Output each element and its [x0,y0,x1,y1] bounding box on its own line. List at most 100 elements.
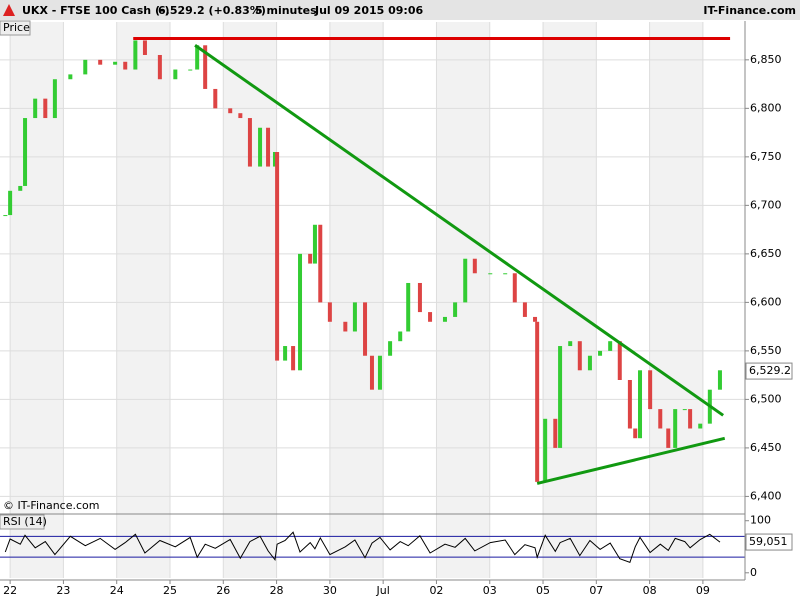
candle [553,418,558,448]
x-tick-label: 26 [216,584,230,597]
rsi-label-box [0,514,45,530]
candle [312,224,317,264]
copyright: © IT-Finance.com [3,499,100,512]
candle [598,350,603,356]
x-tick-label: 24 [110,584,124,597]
candle [533,316,538,322]
day-stripe [329,22,384,578]
candle [291,346,296,371]
candle [8,190,13,216]
candle [213,88,218,109]
x-tick-label: 07 [589,584,603,597]
panel-label-box [0,20,31,36]
rsi-tick-label: 0 [750,566,757,579]
y-tick-label: 6,550 [750,344,782,357]
x-tick-label: 23 [56,584,70,597]
y-tick-label: 6,400 [750,489,782,502]
candle [587,355,592,371]
candle [633,428,638,439]
candle [228,108,233,114]
candle [272,152,277,167]
candle [18,185,23,191]
candle [369,355,374,390]
trendline [536,436,726,485]
y-tick-label: 6,800 [750,101,782,114]
candle [638,370,643,439]
candle [453,302,458,317]
candle [666,428,671,448]
candle [543,418,548,482]
candle [113,61,118,65]
last-price-label: 6,529.2 [749,364,791,377]
candle [173,69,178,80]
day-stripe [649,22,703,578]
candle [608,341,613,351]
candle [558,346,563,448]
day-stripe [223,22,277,578]
candle [577,341,582,371]
candle [68,74,73,80]
candle [398,331,403,342]
rsi-line [4,531,721,564]
candle [23,118,28,186]
candle [472,258,477,274]
candle [617,341,622,380]
candle [195,45,200,70]
site: IT-Finance.com [703,4,796,17]
candle [363,302,368,356]
candle [352,302,357,332]
candle [83,59,88,75]
candle [123,61,128,70]
candle [406,282,411,332]
x-tick-label: 25 [163,584,177,597]
candle [488,273,493,275]
candle [298,253,303,371]
candle [157,54,162,80]
x-tick-label: 28 [270,584,284,597]
y-tick-label: 6,850 [750,53,782,66]
candle [568,341,573,347]
y-tick-label: 6,750 [750,150,782,163]
candle [258,127,263,167]
candle [3,215,8,217]
x-tick-label: 02 [429,584,443,597]
day-stripe [543,22,597,578]
panel-label: Price [3,21,30,34]
candle [238,113,243,119]
candle [33,98,38,119]
candle [535,321,540,482]
interval: 5 minutes [255,4,317,17]
header-bar [0,0,800,20]
candle [188,69,193,71]
candle [388,341,393,356]
candle [463,258,468,303]
candle [417,282,422,313]
candle [142,40,147,55]
candle [327,302,332,322]
candle [275,152,280,361]
candle [658,409,663,429]
candle [52,79,57,119]
candle [318,224,323,303]
candle [673,409,678,448]
candle [503,273,508,275]
day-stripe [116,22,170,578]
symbol: UKX - FTSE 100 Cash (-) [22,4,170,17]
last-price-box [745,362,793,380]
candle [377,355,382,390]
y-tick-label: 6,500 [750,392,782,405]
candle [283,346,288,361]
candle [442,316,447,322]
datetime: Jul 09 2015 09:06 [314,4,423,17]
candle [428,312,433,322]
y-tick-label: 6,450 [750,441,782,454]
y-tick-label: 6,600 [750,295,782,308]
y-tick-label: 6,650 [750,247,782,260]
y-tick-label: 6,700 [750,198,782,211]
x-tick-label: 09 [696,584,710,597]
candle [698,423,703,429]
x-tick-label: 03 [483,584,497,597]
candle [717,370,722,390]
rsi-last-box [745,533,793,551]
